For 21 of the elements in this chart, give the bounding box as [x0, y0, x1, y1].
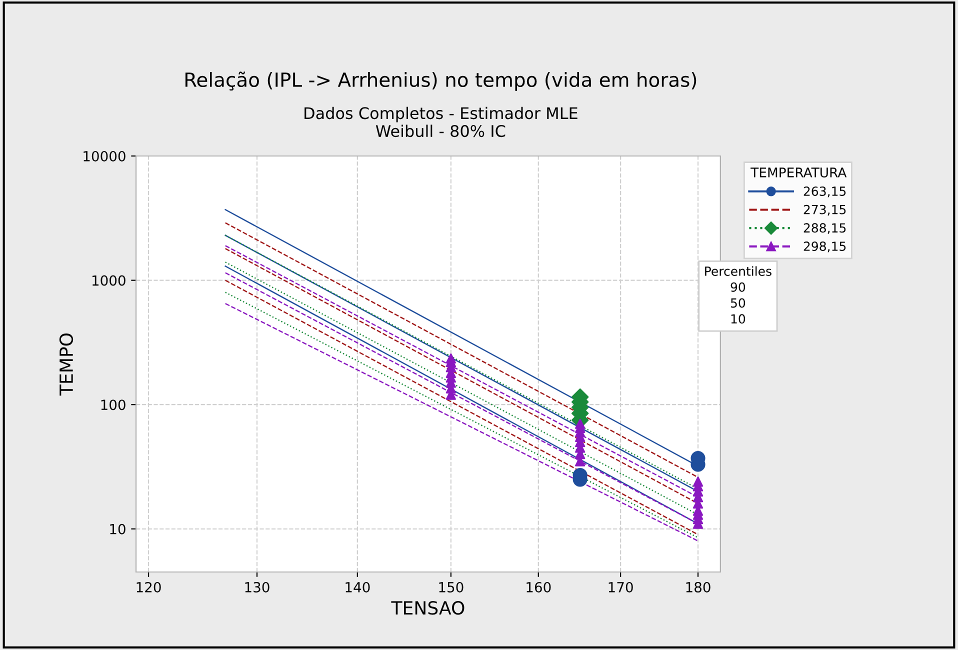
y-tick-label: 100: [101, 400, 126, 410]
legend-label: 263,15: [804, 186, 846, 198]
legend-title: TEMPERATURA: [750, 168, 847, 178]
chart-title: Relação (IPL -> Arrhenius) no tempo (vida em horas): [185, 72, 696, 91]
legend-label: 288,15: [804, 223, 846, 234]
legend-label: 298,15: [804, 242, 846, 252]
x-tick-label: 160: [526, 582, 551, 592]
x-axis-title: TENSAO: [391, 601, 464, 615]
y-axis-title: TEMPO: [59, 333, 74, 396]
y-tick-label: 10000: [84, 150, 126, 162]
legend-label: 273,15: [804, 204, 846, 216]
y-tick-label: 1000: [92, 275, 126, 286]
annotation: Percentiles 90 50 10: [705, 266, 772, 324]
y-tick-label: 10: [110, 524, 126, 534]
x-tick-label: 180: [686, 582, 710, 592]
x-tick-label: 150: [439, 582, 464, 592]
x-tick-label: 170: [608, 582, 633, 592]
x-tick-label: 130: [245, 582, 270, 592]
x-tick-label: 120: [136, 582, 161, 592]
x-tick-label: 140: [346, 582, 370, 592]
chart-subtitle: Dados Completos - Estimador MLE Weibull - 80% IC: [304, 106, 578, 138]
